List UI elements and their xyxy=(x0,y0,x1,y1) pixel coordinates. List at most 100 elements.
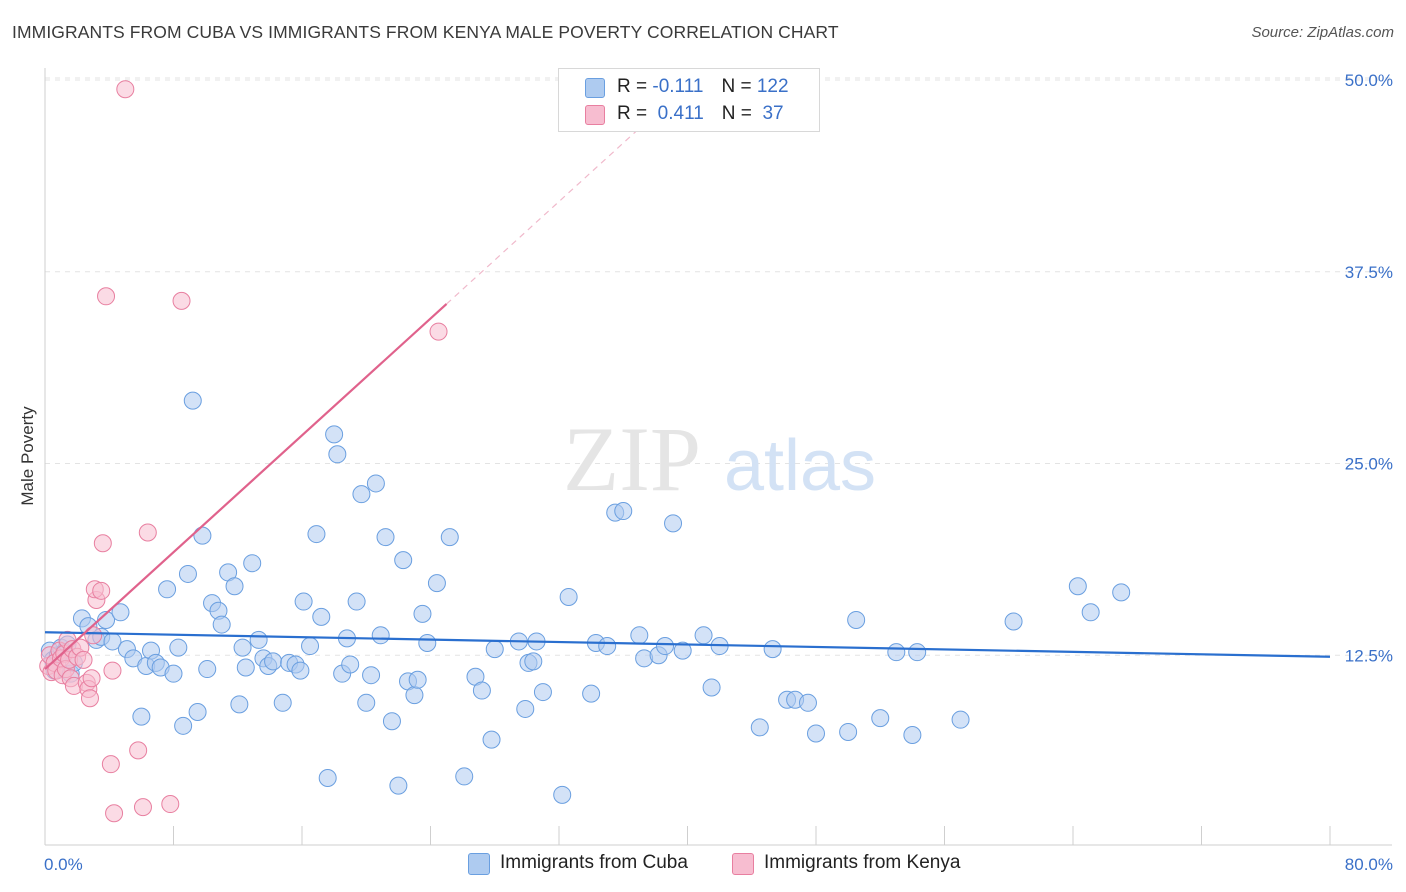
point-cuba xyxy=(413,604,432,623)
x-tick-label-max: 80.0% xyxy=(1345,855,1393,874)
series-kenya-points xyxy=(39,80,448,823)
point-cuba xyxy=(212,615,231,634)
point-cuba xyxy=(887,643,906,662)
point-cuba xyxy=(328,445,347,464)
point-cuba xyxy=(673,641,692,660)
point-cuba xyxy=(347,592,366,611)
point-cuba xyxy=(362,666,381,685)
point-cuba xyxy=(352,485,371,504)
point-cuba xyxy=(233,638,252,657)
tick-labels: 12.5% 25.0% 37.5% 50.0% 0.0% 80.0% xyxy=(44,71,1393,874)
point-kenya xyxy=(103,661,122,680)
point-cuba xyxy=(132,707,151,726)
point-cuba xyxy=(1081,603,1100,622)
legend-n-value-kenya: 37 xyxy=(757,103,784,124)
point-cuba xyxy=(301,637,320,656)
point-kenya xyxy=(74,650,93,669)
source-credit: Source: ZipAtlas.com xyxy=(1251,24,1394,41)
point-cuba xyxy=(382,712,401,731)
legend-n-label: N = xyxy=(721,76,757,97)
y-axis-label: Male Poverty xyxy=(18,406,37,506)
point-cuba xyxy=(389,776,408,795)
point-cuba xyxy=(183,391,202,410)
point-kenya xyxy=(84,626,103,645)
point-cuba xyxy=(225,577,244,596)
legend-r-label: R = xyxy=(617,76,653,97)
point-cuba xyxy=(516,699,535,718)
legend-swatch-cuba xyxy=(585,78,605,98)
point-kenya xyxy=(82,669,101,688)
y-tick-label: 37.5% xyxy=(1345,263,1393,282)
point-cuba xyxy=(598,637,617,656)
point-cuba xyxy=(408,670,427,689)
point-cuba xyxy=(249,630,268,649)
point-cuba xyxy=(614,502,633,521)
trend-line-kenya xyxy=(44,303,448,670)
point-cuba xyxy=(164,664,183,683)
point-cuba xyxy=(174,716,193,735)
point-kenya xyxy=(161,795,180,814)
point-cuba xyxy=(405,686,424,705)
point-cuba xyxy=(193,526,212,545)
point-cuba xyxy=(630,626,649,645)
bottom-legend-swatch-cuba xyxy=(468,853,490,875)
point-kenya xyxy=(80,689,99,708)
point-cuba xyxy=(582,684,601,703)
watermark-zip: ZIP xyxy=(563,408,701,510)
point-cuba xyxy=(664,514,683,533)
point-cuba xyxy=(325,425,344,444)
point-kenya xyxy=(429,322,448,341)
watermark: ZIP atlas xyxy=(563,408,876,510)
legend-n-value-cuba: 122 xyxy=(756,76,789,97)
point-cuba xyxy=(188,703,207,722)
point-cuba xyxy=(839,722,858,741)
point-cuba xyxy=(694,626,713,645)
point-kenya xyxy=(133,798,152,817)
point-cuba xyxy=(798,693,817,712)
axes xyxy=(44,68,1392,846)
legend-swatch-kenya xyxy=(585,105,605,125)
point-cuba xyxy=(357,693,376,712)
bottom-legend-swatch-kenya xyxy=(732,853,754,875)
legend-r-label: R = xyxy=(617,103,653,124)
point-kenya xyxy=(92,581,111,600)
point-cuba xyxy=(553,785,572,804)
point-cuba xyxy=(903,726,922,745)
point-cuba xyxy=(169,638,188,657)
point-cuba xyxy=(702,678,721,697)
point-cuba xyxy=(198,660,217,679)
point-cuba xyxy=(440,528,459,547)
point-cuba xyxy=(871,709,890,728)
legend-n-label: N = xyxy=(721,103,758,124)
point-cuba xyxy=(656,637,675,656)
watermark-atlas: atlas xyxy=(724,426,876,506)
point-cuba xyxy=(951,710,970,729)
point-kenya xyxy=(101,755,120,774)
point-cuba xyxy=(524,652,543,671)
point-cuba xyxy=(158,580,177,599)
point-cuba xyxy=(427,574,446,593)
point-cuba xyxy=(341,655,360,674)
point-cuba xyxy=(236,658,255,677)
chart-title: IMMIGRANTS FROM CUBA VS IMMIGRANTS FROM … xyxy=(12,22,839,42)
point-cuba xyxy=(485,640,504,659)
point-cuba xyxy=(472,681,491,700)
bottom-legend-label-kenya: Immigrants from Kenya xyxy=(764,852,961,873)
point-cuba xyxy=(111,603,130,622)
point-cuba xyxy=(533,683,552,702)
point-cuba xyxy=(178,564,197,583)
point-cuba xyxy=(294,592,313,611)
bottom-legend-label-cuba: Immigrants from Cuba xyxy=(500,852,688,873)
point-cuba xyxy=(312,607,331,626)
point-cuba xyxy=(908,643,927,662)
point-kenya xyxy=(105,804,124,823)
point-cuba xyxy=(1004,612,1023,631)
point-cuba xyxy=(318,768,337,787)
point-cuba xyxy=(807,724,825,743)
point-cuba xyxy=(273,693,292,712)
point-cuba xyxy=(291,661,310,680)
point-cuba xyxy=(482,730,501,749)
trend-lines xyxy=(44,113,1331,670)
point-cuba xyxy=(763,640,782,659)
